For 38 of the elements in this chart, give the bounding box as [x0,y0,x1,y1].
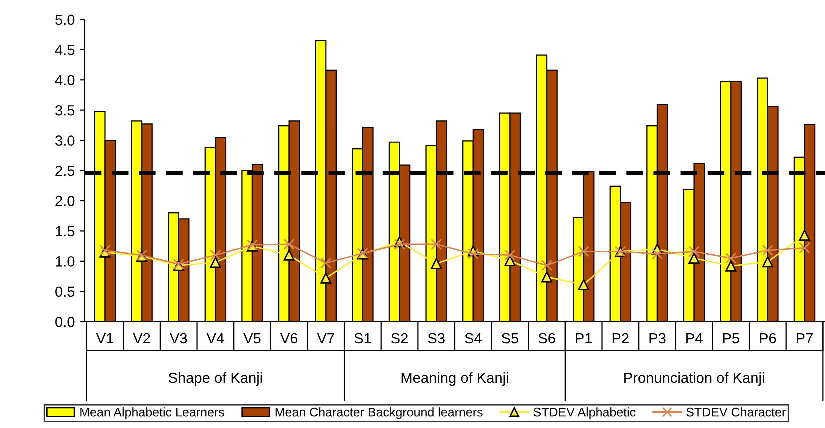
x-tick-label: P6 [760,333,776,344]
y-tick-label: 1.5 [56,226,75,237]
text: Pronunciation of Kanji [624,372,764,386]
x-tick-label: P5 [723,334,740,344]
x-tick-label: V3 [170,333,188,344]
x-tick-label: S3 [428,333,445,344]
x-tick-label: P3 [650,333,666,344]
y-tick-label: 4.5 [55,45,75,56]
y-tick-label: 4.0 [55,75,75,86]
x-tick-label: S4 [465,333,482,344]
x-tick-label: S1 [354,333,372,344]
x-tick-label: V2 [133,333,150,344]
text: Shape of Kanji [168,372,262,386]
x-tick-label: V6 [280,333,298,344]
x-tick-label: S5 [502,333,519,344]
y-tick-label: 1.0 [56,256,75,267]
x-tick-label: P7 [797,334,813,344]
y-tick-label: 0.5 [56,286,75,298]
y-tick-label: 2.0 [56,196,75,206]
x-tick-label: V1 [96,334,114,344]
x-tick-label: P2 [612,333,629,344]
x-tick-label: P4 [686,334,703,344]
y-tick-label: 3.5 [56,105,75,116]
legend-label: STDEV Alphabetic [534,408,636,420]
x-tick-label: P1 [576,334,592,344]
x-tick-label: V5 [244,334,261,344]
text: Meaning of Kanji [402,372,508,386]
y-tick-label: 3.0 [56,136,75,146]
legend-label: Mean Alphabetic Learners [80,408,224,420]
x-tick-label: V4 [206,334,224,344]
x-tick-label: V7 [317,334,334,344]
y-tick-label: 2.5 [56,166,75,176]
y-tick-label: 0.0 [56,316,75,328]
x-tick-label: S2 [392,333,408,344]
x-tick-label: S6 [538,333,556,344]
legend-label: STDEV Character [686,408,786,417]
y-tick-label: 5.0 [56,14,75,26]
legend-label: Mean Character Background learners [276,408,483,420]
